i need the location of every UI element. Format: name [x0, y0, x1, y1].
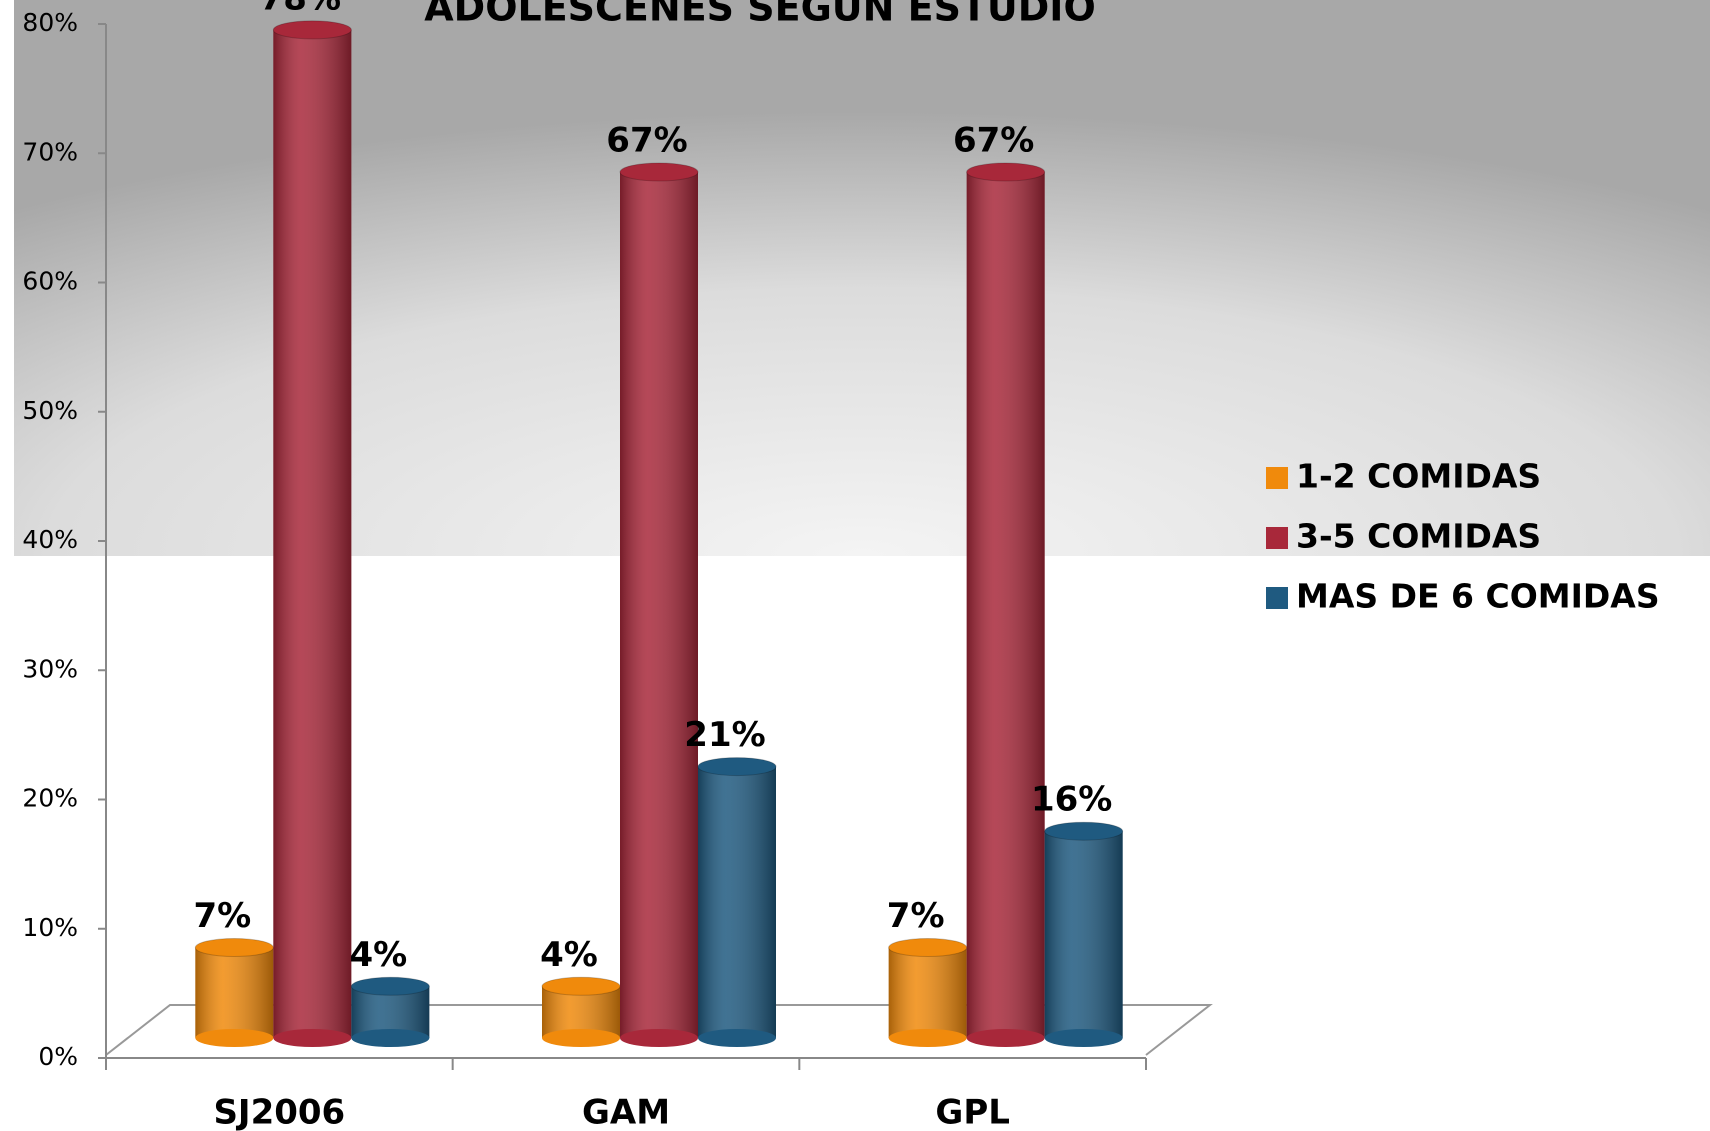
bar-base — [1044, 1029, 1123, 1047]
bar-shade — [620, 172, 698, 1038]
value-label: 7% — [887, 896, 945, 936]
y-tick-label: 20% — [22, 784, 78, 813]
bar-shade — [273, 29, 352, 1039]
bar-shade — [1044, 831, 1123, 1038]
bar-top — [697, 757, 777, 777]
bar-top — [194, 938, 274, 958]
value-label: 67% — [606, 121, 687, 161]
bar-top — [1044, 821, 1124, 841]
value-label: 4% — [540, 935, 598, 975]
legend-label: 3-5 COMIDAS — [1296, 517, 1541, 556]
bar-base — [966, 1029, 1045, 1047]
bar-top — [272, 20, 352, 40]
value-label: 4% — [349, 935, 407, 975]
bar-top — [619, 162, 699, 182]
y-tick-label: 70% — [22, 137, 78, 166]
legend-label: MAS DE 6 COMIDAS — [1296, 577, 1660, 616]
y-tick-label: 80% — [22, 8, 78, 37]
bar-base — [195, 1029, 274, 1047]
bar-shade — [966, 172, 1045, 1038]
chart-title: ADOLESCENES SEGUN ESTUDIO — [424, 0, 1096, 30]
bar-base — [351, 1029, 430, 1047]
y-tick-label: 30% — [22, 654, 78, 683]
bar-top — [350, 976, 430, 996]
bar-shade — [698, 766, 776, 1038]
x-tick-label: GPL — [935, 1093, 1010, 1131]
value-label: 21% — [684, 715, 765, 755]
y-tick-label: 50% — [22, 396, 78, 425]
legend-swatch — [1266, 467, 1288, 489]
bar-top — [888, 938, 968, 958]
bar-top — [541, 976, 621, 996]
bar-top — [966, 162, 1046, 182]
value-label: 16% — [1031, 780, 1112, 820]
value-label: 67% — [953, 121, 1034, 161]
x-tick-label: SJ2006 — [213, 1093, 345, 1131]
bar-shade — [888, 947, 967, 1038]
legend-label: 1-2 COMIDAS — [1296, 457, 1541, 496]
bar-base — [542, 1029, 620, 1047]
y-tick-label: 10% — [22, 913, 78, 942]
y-tick-label: 60% — [22, 267, 78, 296]
bar-base — [888, 1029, 967, 1047]
legend-swatch — [1266, 527, 1288, 549]
y-tick-label: 40% — [22, 525, 78, 554]
y-tick-label: 0% — [38, 1042, 78, 1071]
value-label: 78% — [260, 0, 341, 18]
value-label: 7% — [193, 896, 251, 936]
bar-base — [698, 1029, 776, 1047]
bar-base — [273, 1029, 352, 1047]
x-tick-label: GAM — [582, 1093, 670, 1131]
bar-shade — [195, 947, 274, 1038]
legend-swatch — [1266, 587, 1288, 609]
bar-base — [620, 1029, 698, 1047]
